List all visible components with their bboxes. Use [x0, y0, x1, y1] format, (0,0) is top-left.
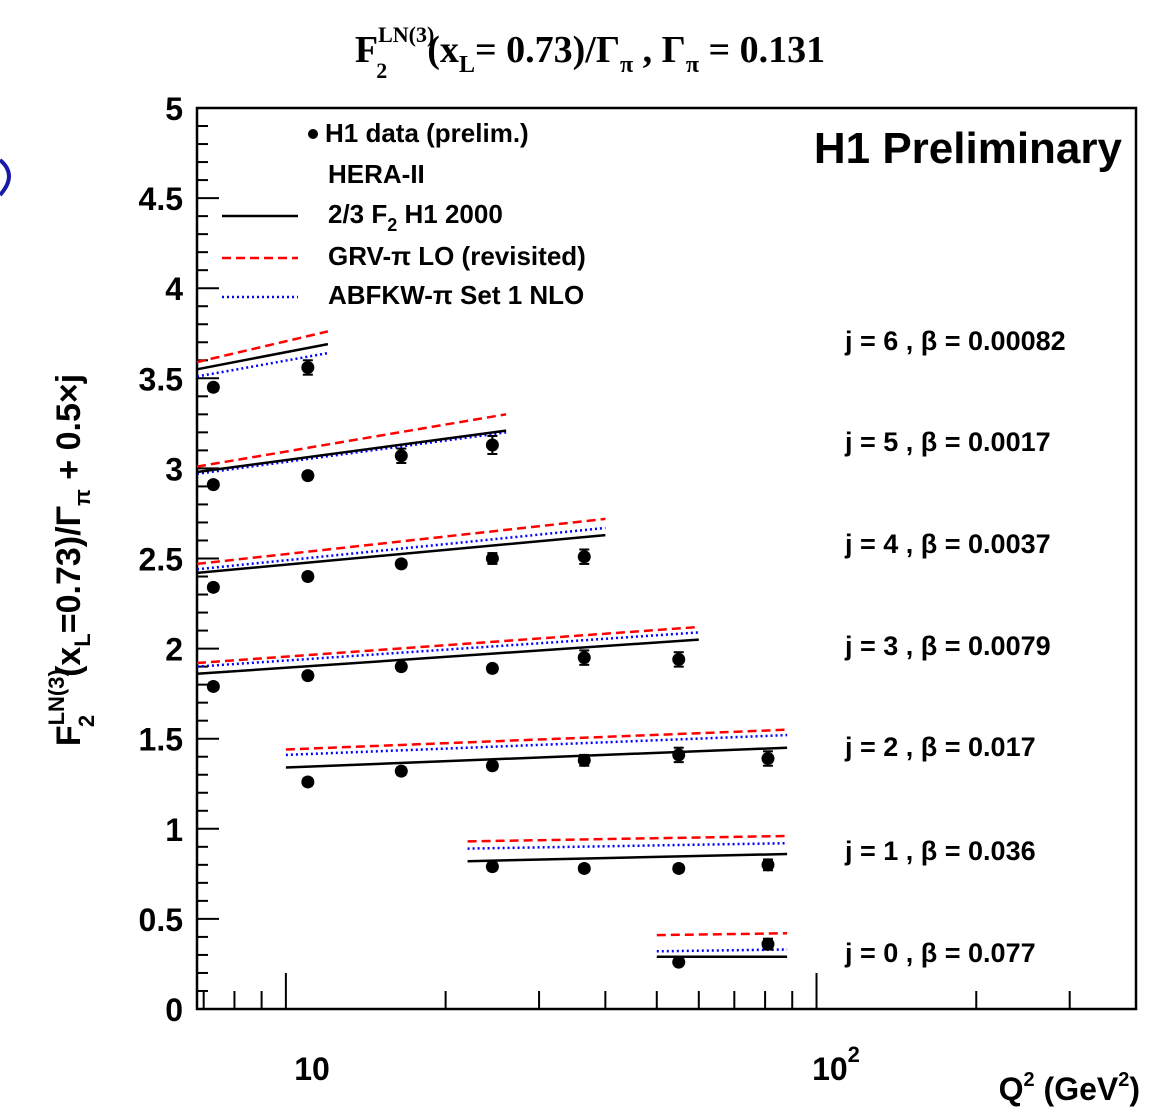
y-tick-label: 4 — [165, 271, 183, 307]
bin-label: j = 3 , β = 0.0079 — [844, 631, 1051, 661]
chart-title: FLN(3) 2 (xL= 0.73)/Γπ , Γπ = 0.131 — [355, 22, 825, 83]
curve-abfkw-bin-4 — [285, 733, 788, 757]
data-point — [761, 937, 775, 951]
data-point — [485, 438, 499, 452]
legend-label-grv: GRV-π LO (revisited) — [328, 241, 586, 271]
curve-grv-bin-2 — [196, 517, 606, 566]
data-point — [206, 679, 220, 693]
x-tick-label-100: 102 — [812, 1042, 860, 1087]
bin-label: j = 4 , β = 0.0037 — [844, 529, 1051, 559]
curve-abfkw-bin-0 — [196, 351, 329, 378]
y-tick-label: 0.5 — [139, 902, 183, 938]
data-point — [206, 380, 220, 394]
legend-label-h1-2000: 2/3 F2 H1 2000 — [328, 199, 503, 235]
data-point — [485, 661, 499, 675]
data-point — [577, 753, 591, 767]
y-tick-label: 1 — [165, 812, 183, 848]
series — [196, 330, 788, 969]
y-tick-label: 2.5 — [139, 542, 183, 578]
curve-h1_2000-bin-0 — [196, 342, 329, 371]
data-point — [301, 469, 315, 483]
legend-label-hera: HERA-II — [328, 159, 425, 189]
curve-h1_2000-bin-3 — [196, 638, 699, 676]
x-tick-label-10: 10 — [294, 1051, 330, 1087]
legend: H1 data (prelim.) HERA-II 2/3 F2 H1 2000… — [222, 118, 586, 310]
data-point — [394, 449, 408, 463]
curve-abfkw-bin-1 — [196, 431, 507, 476]
curve-grv-bin-1 — [196, 413, 507, 468]
data-point — [301, 360, 315, 374]
axes: 0 0.5 1 1.5 2 2.5 3 3.5 4 4.5 5 — [139, 91, 1137, 1028]
data-point — [485, 860, 499, 874]
curve-grv-bin-4 — [285, 728, 788, 751]
data-point — [301, 669, 315, 683]
y-tick-label: 3.5 — [139, 361, 183, 397]
data-point — [761, 752, 775, 766]
data-point — [577, 861, 591, 875]
bin-label: j = 1 , β = 0.036 — [844, 836, 1036, 866]
bin-label: j = 6 , β = 0.00082 — [844, 326, 1066, 356]
curve-h1_2000-bin-4 — [285, 746, 788, 769]
data-point — [577, 550, 591, 564]
bin-label: j = 0 , β = 0.077 — [844, 938, 1036, 968]
curve-grv-bin-6 — [656, 932, 788, 937]
data-point — [206, 580, 220, 594]
data-point — [206, 478, 220, 492]
data-point — [301, 570, 315, 584]
y-tick-label: 2 — [165, 632, 183, 668]
data-point — [485, 759, 499, 773]
y-tick-label: 4.5 — [139, 181, 183, 217]
curve-h1_2000-bin-1 — [196, 429, 507, 474]
curve-h1_2000-bin-5 — [467, 852, 788, 863]
x-axis-label: Q2 (GeV2) — [999, 1069, 1140, 1107]
curve-abfkw-bin-5 — [467, 841, 788, 850]
legend-label-data: H1 data (prelim.) — [325, 118, 529, 148]
data-point — [394, 557, 408, 571]
curve-grv-bin-0 — [196, 330, 329, 364]
data-point — [301, 775, 315, 789]
y-tick-label: 5 — [165, 91, 183, 127]
y-axis-label: FLN(3) 2(xL=0.73)/Γπ + 0.5×j — [44, 374, 99, 746]
y-tick-label: 3 — [165, 451, 183, 487]
bin-labels: j = 6 , β = 0.00082 j = 5 , β = 0.0017 j =… — [844, 326, 1066, 968]
y-tick-label: 0 — [165, 992, 183, 1028]
h1-preliminary-watermark: H1 Preliminary — [814, 124, 1123, 173]
data-point — [577, 651, 591, 665]
data-point — [394, 764, 408, 778]
bin-label: j = 2 , β = 0.017 — [844, 732, 1036, 762]
data-point — [672, 652, 686, 666]
curve-abfkw-bin-2 — [196, 526, 606, 571]
data-point — [672, 861, 686, 875]
y-tick-label: 1.5 — [139, 722, 183, 758]
data-point — [761, 858, 775, 872]
legend-label-abfkw: ABFKW-π Set 1 NLO — [328, 280, 584, 310]
edge-arc — [0, 158, 11, 197]
bin-label: j = 5 , β = 0.0017 — [844, 427, 1051, 457]
data-point — [485, 552, 499, 565]
curve-abfkw-bin-6 — [656, 948, 788, 953]
legend-marker-data — [308, 129, 318, 139]
curve-grv-bin-5 — [467, 834, 788, 843]
data-point — [394, 660, 408, 674]
data-point — [672, 748, 686, 762]
curve-abfkw-bin-3 — [196, 631, 699, 668]
data-point — [672, 955, 686, 969]
curve-h1_2000-bin-2 — [196, 533, 606, 575]
